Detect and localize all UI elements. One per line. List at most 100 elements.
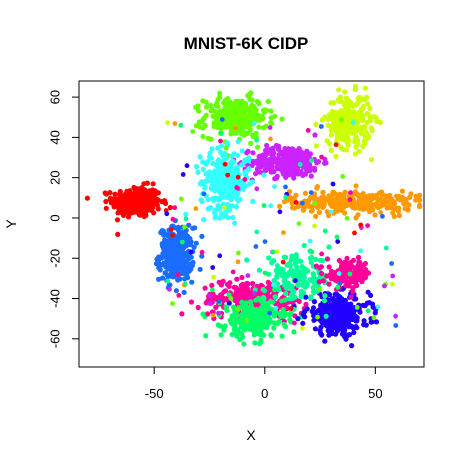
data-point <box>326 332 332 338</box>
data-point <box>215 97 221 103</box>
data-point <box>292 278 298 283</box>
data-point <box>228 161 234 167</box>
data-point <box>348 190 353 196</box>
data-point <box>112 191 118 197</box>
data-point <box>281 254 287 260</box>
data-point <box>216 299 222 304</box>
data-point <box>158 229 164 236</box>
data-point <box>182 224 188 230</box>
data-points <box>84 83 423 349</box>
data-point <box>172 121 178 126</box>
data-point <box>178 122 184 128</box>
data-point <box>218 138 223 144</box>
data-point <box>339 192 345 198</box>
data-point <box>162 241 168 247</box>
data-point <box>374 203 380 209</box>
data-point <box>211 123 217 129</box>
data-point <box>366 198 372 204</box>
data-point <box>271 282 277 287</box>
data-point <box>255 144 261 150</box>
data-point <box>257 169 263 175</box>
y-tick-label: 40 <box>47 130 62 144</box>
data-point <box>186 262 192 268</box>
data-point <box>234 185 240 190</box>
data-point <box>156 276 162 282</box>
data-point <box>298 294 304 300</box>
data-point <box>268 203 274 209</box>
data-point <box>274 249 280 255</box>
data-point <box>358 193 364 199</box>
data-point <box>203 112 209 118</box>
data-point <box>190 129 196 134</box>
data-point <box>380 213 385 219</box>
data-point <box>266 157 273 163</box>
data-point <box>297 162 303 167</box>
data-point <box>224 140 230 146</box>
data-point <box>228 296 234 301</box>
data-point <box>263 123 269 129</box>
data-point <box>290 269 296 275</box>
data-point <box>213 102 219 109</box>
data-point <box>232 220 238 226</box>
data-point <box>353 102 359 108</box>
data-point <box>203 104 210 110</box>
data-point <box>329 268 335 275</box>
data-point <box>265 316 271 322</box>
data-point <box>277 209 283 215</box>
data-point <box>143 199 149 205</box>
data-point <box>319 251 324 257</box>
data-point <box>328 127 334 133</box>
data-point <box>197 181 203 187</box>
data-point <box>223 167 229 173</box>
data-point <box>264 142 270 149</box>
data-point <box>138 196 144 203</box>
data-point <box>284 305 290 311</box>
data-point <box>293 200 299 205</box>
data-point <box>264 325 270 331</box>
data-point <box>274 173 280 179</box>
data-point <box>225 202 231 208</box>
data-point <box>303 283 309 289</box>
data-point <box>382 283 387 289</box>
data-point <box>231 174 237 180</box>
data-point <box>114 217 121 223</box>
data-point <box>355 141 361 147</box>
data-point <box>146 207 153 213</box>
data-point <box>268 115 274 121</box>
data-point <box>206 173 212 179</box>
data-point <box>378 210 384 215</box>
data-point <box>165 233 171 239</box>
data-point <box>312 132 318 138</box>
data-point <box>197 154 203 160</box>
data-point <box>256 124 262 130</box>
data-point <box>170 241 176 247</box>
data-point <box>175 225 181 231</box>
data-point <box>352 268 359 274</box>
data-point <box>239 299 245 305</box>
data-point <box>283 194 289 200</box>
data-point <box>244 150 250 156</box>
data-point <box>281 282 287 288</box>
data-point <box>341 199 347 205</box>
data-point <box>183 211 189 217</box>
data-point <box>302 190 308 196</box>
data-point <box>261 332 267 338</box>
data-point <box>253 130 259 136</box>
data-point <box>301 157 307 163</box>
data-point <box>210 113 216 119</box>
data-point <box>340 147 346 153</box>
data-point <box>321 298 327 304</box>
data-point <box>316 209 322 215</box>
data-point <box>103 198 109 205</box>
data-point <box>235 174 241 180</box>
y-axis: -60 -40 -20 0 20 40 60 <box>47 90 79 348</box>
data-point <box>279 165 285 171</box>
data-point <box>175 272 181 277</box>
data-point <box>365 308 371 314</box>
data-point <box>241 341 247 347</box>
x-tick-label: 50 <box>368 386 382 401</box>
data-point <box>334 311 341 317</box>
data-point <box>323 313 329 319</box>
data-point <box>342 89 348 95</box>
